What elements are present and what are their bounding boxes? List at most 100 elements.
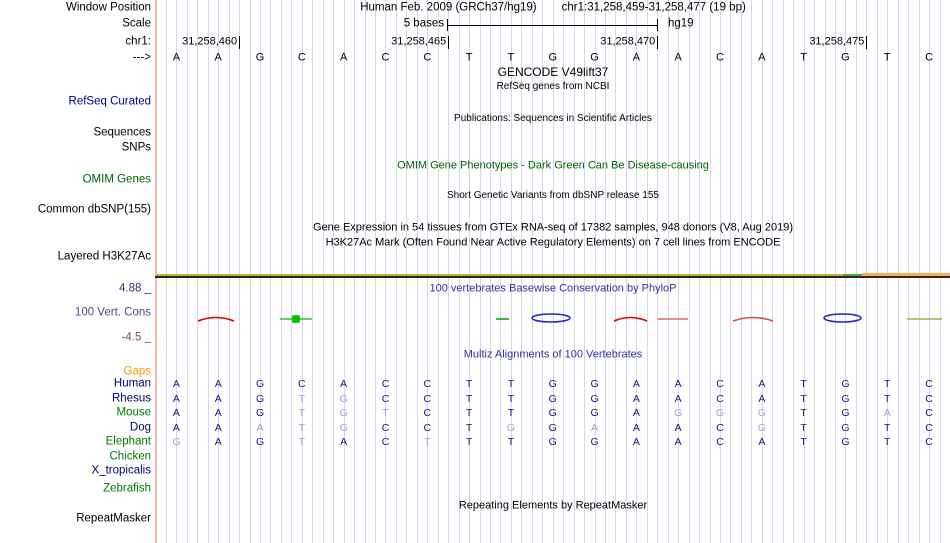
gridline	[521, 0, 523, 543]
alignment-base: G	[715, 406, 725, 419]
track-title-refseq-sub[interactable]: RefSeq genes from NCBI	[496, 81, 610, 92]
gridline	[364, 0, 366, 543]
gridline	[855, 0, 857, 543]
track-area-left-border	[154, 0, 157, 543]
track-label-cons-max[interactable]: 4.88 _	[119, 282, 151, 295]
alignment-base: C	[381, 435, 390, 448]
track-label-snps[interactable]: SNPs	[121, 141, 151, 154]
base-letter: C	[297, 51, 306, 64]
gridline	[186, 0, 188, 543]
alignment-base: G	[339, 392, 348, 405]
alignment-base: C	[423, 421, 432, 434]
species-label-zebrafish[interactable]: Zebrafish	[103, 482, 151, 495]
track-title-multiz-title[interactable]: Multiz Alignments of 100 Vertebrates	[463, 348, 643, 361]
alignment-base: G	[590, 435, 599, 448]
gridline	[333, 0, 335, 543]
alignment-base: G	[548, 377, 557, 390]
track-title-gtex-title[interactable]: Gene Expression in 54 tissues from GTEx …	[313, 221, 793, 234]
gridline	[939, 0, 941, 543]
gridline	[667, 0, 669, 543]
gridline	[427, 0, 429, 543]
track-label-strand-arrow[interactable]: --->	[132, 51, 151, 64]
gridline	[573, 0, 575, 543]
gridline	[699, 0, 701, 543]
alignment-base: T	[298, 392, 306, 405]
base-letter: T	[507, 51, 515, 64]
conservation-mark	[823, 313, 862, 323]
gridline	[301, 0, 303, 543]
scale-bar	[447, 25, 658, 26]
alignment-base: C	[381, 392, 390, 405]
track-label-cons-min[interactable]: -4.5 _	[121, 331, 151, 344]
gridline	[260, 0, 262, 543]
gridline	[887, 0, 889, 543]
alignment-base: T	[298, 406, 306, 419]
species-label-human[interactable]: Human	[113, 377, 151, 390]
alignment-base: C	[925, 406, 933, 419]
alignment-base: T	[465, 406, 473, 419]
alignment-base: T	[465, 435, 473, 448]
gridline	[657, 0, 659, 543]
alignment-base: A	[214, 435, 222, 448]
track-title-dbsnp-title[interactable]: Short Genetic Variants from dbSNP releas…	[447, 190, 659, 201]
gridline	[646, 0, 648, 543]
alignment-base: A	[674, 377, 682, 390]
alignment-base: T	[382, 406, 389, 419]
alignment-base: G	[339, 406, 348, 419]
gridline	[615, 0, 617, 543]
species-label-dog[interactable]: Dog	[129, 421, 151, 434]
base-letter: G	[590, 51, 599, 64]
alignment-base: T	[884, 392, 891, 405]
alignment-base: T	[800, 406, 807, 419]
ruler-tick-label: 31,258,460	[182, 35, 238, 48]
track-label-chrom[interactable]: chr1:	[125, 35, 151, 48]
gridline	[448, 0, 450, 543]
track-title-phylop-title[interactable]: 100 vertebrates Basewise Conservation by…	[429, 282, 677, 295]
track-label-vert-cons[interactable]: 100 Vert. Cons	[74, 306, 151, 319]
base-letter: G	[841, 51, 850, 64]
alignment-base: G	[255, 392, 265, 405]
track-label-repeatmasker[interactable]: RepeatMasker	[76, 512, 151, 525]
track-label-common-dbsnp[interactable]: Common dbSNP(155)	[37, 203, 151, 216]
species-label-mouse[interactable]: Mouse	[116, 406, 151, 419]
track-title-repeat-title[interactable]: Repeating Elements by RepeatMasker	[458, 499, 648, 512]
track-title-omim-title[interactable]: OMIM Gene Phenotypes - Dark Green Can Be…	[397, 159, 709, 172]
alignment-base: G	[841, 435, 850, 448]
track-title-h3k27ac-title[interactable]: H3K27Ac Mark (Often Found Near Active Re…	[325, 236, 781, 249]
track-title-gencode[interactable]: GENCODE V49lift37	[497, 65, 609, 79]
gridline	[500, 0, 502, 543]
base-letter: C	[716, 51, 724, 64]
base-letter: C	[381, 51, 390, 64]
track-label-refseq-curated[interactable]: RefSeq Curated	[68, 95, 151, 108]
ruler-tick-mark	[448, 36, 450, 49]
species-label-x_tropicalis[interactable]: X_tropicalis	[91, 464, 151, 477]
conservation-mark	[531, 313, 571, 323]
track-label-window-position[interactable]: Window Position	[65, 1, 151, 14]
track-label-sequences[interactable]: Sequences	[93, 126, 151, 139]
gridline	[720, 0, 721, 543]
alignment-base: T	[507, 406, 515, 419]
alignment-base: A	[340, 435, 348, 448]
base-letter: A	[339, 51, 348, 64]
species-label-chicken[interactable]: Chicken	[109, 450, 151, 463]
base-letter: T	[800, 51, 808, 64]
gridline	[772, 0, 774, 543]
track-label-omim-genes[interactable]: OMIM Genes	[82, 173, 151, 186]
gridline	[929, 0, 931, 543]
track-label-layered-h3k27ac[interactable]: Layered H3K27Ac	[57, 250, 151, 263]
gridline	[594, 0, 596, 543]
ruler-tick-label: 31,258,475	[809, 35, 865, 48]
track-label-scale[interactable]: Scale	[122, 17, 151, 30]
track-title-publications[interactable]: Publications: Sequences in Scientific Ar…	[454, 113, 652, 124]
gridline	[730, 0, 732, 543]
gridline	[625, 0, 627, 543]
track-label-gaps[interactable]: Gaps	[123, 365, 152, 378]
alignment-base: T	[507, 435, 515, 448]
gridline	[343, 0, 345, 543]
window-position-row: Human Feb. 2009 (GRCh37/hg19) chr1:31,25…	[360, 2, 746, 14]
gridline	[406, 0, 408, 543]
gridline	[814, 0, 816, 543]
species-label-rhesus[interactable]: Rhesus	[112, 392, 151, 405]
species-label-elephant[interactable]: Elephant	[105, 435, 151, 448]
